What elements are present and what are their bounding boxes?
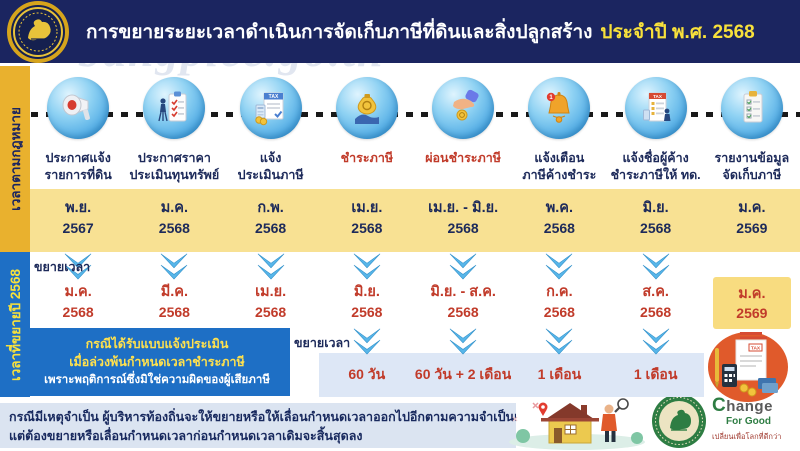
svg-text:TAX: TAX <box>268 94 278 100</box>
svg-text:TAX: TAX <box>751 346 761 352</box>
chevron-down-icon <box>640 327 672 355</box>
law-month: มิ.ย. <box>642 200 669 216</box>
survey-clipboard-icon <box>143 77 206 139</box>
chevron-down-icon <box>447 327 479 355</box>
ext-month: มิ.ย. - ส.ค. <box>430 284 496 300</box>
header-bar <box>0 0 800 63</box>
law-month: เม.ย. - มิ.ย. <box>428 200 499 216</box>
law-dates-band <box>30 189 800 252</box>
step-label: รายงานข้อมูล <box>714 151 790 165</box>
reminder-bell-icon: 1 <box>528 77 591 139</box>
duration-value: 1 เดือน <box>633 366 678 382</box>
law-month: ม.ค. <box>160 200 189 216</box>
law-month: ม.ค. <box>738 200 766 216</box>
timeline-dotted-line <box>31 112 800 117</box>
sidebar-law-time: เวลาตามกฎหมาย <box>0 66 30 252</box>
overdue-names-icon: TAX <box>624 77 687 139</box>
duration-chevrons-row <box>30 327 800 359</box>
chevron-down-icon <box>543 327 575 355</box>
title-main: การขยายระยะเวลาดำเนินการจัดเก็บภาษีที่ดิ… <box>86 21 593 43</box>
step-label: ผ่อนชำระภาษี <box>425 151 502 165</box>
step-label: ประกาศราคา <box>137 151 211 165</box>
tax-documents-illustration: TAX <box>706 330 790 407</box>
law-month: ก.พ. <box>257 200 284 216</box>
chevron-down-icon <box>447 252 479 280</box>
change-logo-text: Change <box>712 395 773 416</box>
report-clipboard-icon <box>720 77 783 139</box>
step-label: แจ้ง <box>259 151 282 165</box>
extend-time-label-2: ขยายเวลา <box>294 336 351 350</box>
chevron-down-icon <box>255 252 287 280</box>
ext-month: ส.ค. <box>642 284 669 300</box>
ext-month: มี.ค. <box>160 284 189 300</box>
step-label: ชำระภาษี <box>340 151 394 165</box>
tax-assessment-icon: TAX <box>239 77 302 139</box>
step-labels-row: ประกาศแจ้ง รายการที่ดิน ประกาศราคา ประเมิน… <box>44 151 790 182</box>
ministry-seal-icon <box>7 1 69 63</box>
duration-values-row: 60 วัน 60 วัน + 2 เดือน 1 เดือน 1 เดือน <box>30 353 800 397</box>
title-year: ประจำปี พ.ศ. 2568 <box>600 21 755 43</box>
assessment-note-box: กรณีได้รับแบบแจ้งประเมิน เมื่อล่วงพ้นกำห… <box>24 328 290 396</box>
chevron-down-icon <box>640 252 672 280</box>
change-for-good-logo: Change For Good เปลี่ยนเพื่อโลกที่ดีกว่า <box>712 396 798 443</box>
chevron-down-icon <box>543 252 575 280</box>
house-survey-illustration <box>505 397 655 451</box>
ext-month: เม.ย. <box>255 284 287 300</box>
footer-note: กรณีมีเหตุจำเป็น ผู้บริหารท้องถิ่นจะให้ข… <box>0 403 516 448</box>
duration-value: 60 วัน <box>348 366 386 382</box>
extended-date-highlight: ม.ค. 2569 <box>712 277 791 329</box>
chevron-down-icon <box>351 327 383 355</box>
timeline-icons-row: TAX <box>30 77 800 147</box>
installment-pay-icon <box>432 77 495 139</box>
law-dates-row: พ.ย. 2567 ม.ค. 2568 ก.พ. 2568 เม.ย. 2568 เม.… <box>62 200 768 237</box>
law-month: พ.ย. <box>65 200 92 216</box>
law-month: พ.ค. <box>545 200 574 216</box>
pay-tax-icon <box>335 77 398 139</box>
dla-department-seal <box>650 392 708 451</box>
duration-value: 1 เดือน <box>537 366 582 382</box>
chevron-down-icon <box>351 252 383 280</box>
ext-month: มิ.ย. <box>353 284 380 300</box>
megaphone-icon <box>47 77 110 139</box>
duration-value: 60 วัน + 2 เดือน <box>414 366 512 382</box>
svg-text:TAX: TAX <box>653 94 663 99</box>
ext-month: ก.ค. <box>546 284 573 300</box>
step-label: แจ้งชื่อผู้ค้าง <box>622 151 689 165</box>
extended-dates-row: ม.ค. 2568 มี.ค. 2568 เม.ย. 2568 มิ.ย. 2568 ม… <box>30 252 800 332</box>
ext-month: ม.ค. <box>64 284 92 300</box>
extend-time-label-1: ขยายเวลา <box>34 260 91 274</box>
page-title: การขยายระยะเวลาดำเนินการจัดเก็บภาษีที่ดิ… <box>86 0 755 63</box>
chevron-down-icon <box>158 252 190 280</box>
step-label: แจ้งเตือน <box>534 151 585 165</box>
law-month: เม.ย. <box>351 200 383 216</box>
svg-text:1: 1 <box>550 95 554 101</box>
step-label: ประกาศแจ้ง <box>45 151 111 165</box>
